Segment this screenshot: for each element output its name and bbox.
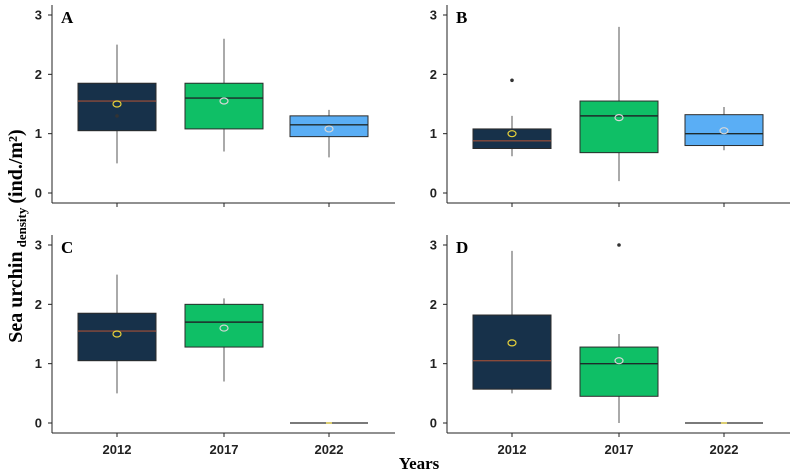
y-axis-title: Sea urchin density (ind./m²) — [5, 129, 30, 342]
y-tick-label: 0 — [430, 186, 437, 201]
box-2017 — [184, 298, 264, 382]
y-tick-label: 3 — [430, 8, 437, 23]
y-tick-label: 1 — [430, 126, 437, 141]
box-iqr — [472, 314, 552, 390]
mean-marker — [719, 127, 729, 135]
box-iqr — [472, 128, 552, 149]
box-iqr — [684, 114, 764, 147]
box-2017 — [579, 26, 659, 182]
panel-d: 0 1 2 3 2012 2017 2022 D — [430, 235, 790, 457]
panel-label: D — [456, 238, 468, 257]
y-tick-label: 1 — [35, 356, 42, 371]
y-tick-label: 2 — [430, 67, 437, 82]
x-tick-label: 2022 — [710, 442, 739, 457]
panels: 0 1 2 3 A 0 1 2 3 B 0 1 2 3 2012 2017 2022 C 0 1 2 3 2012 2017 2… — [35, 5, 790, 457]
y-tick-label: 2 — [430, 297, 437, 312]
outlier-point — [115, 114, 119, 118]
mean-marker — [112, 330, 122, 338]
box-2012 — [77, 44, 157, 164]
box-2017 — [579, 243, 659, 423]
y-tick-label: 0 — [430, 416, 437, 431]
mean-marker — [219, 324, 229, 332]
box-iqr — [579, 346, 659, 397]
outlier-point — [617, 243, 621, 247]
box-2012 — [472, 78, 552, 157]
mean-marker — [614, 114, 624, 122]
y-tick-label: 0 — [35, 416, 42, 431]
x-tick-label: 2017 — [210, 442, 239, 457]
x-tick-label: 2017 — [605, 442, 634, 457]
y-tick-label: 3 — [430, 238, 437, 253]
box-2017 — [184, 38, 264, 152]
y-tick-label: 3 — [35, 8, 42, 23]
outlier-point — [510, 78, 514, 83]
x-tick-label: 2022 — [315, 442, 344, 457]
box-iqr — [184, 303, 264, 348]
panel-label: A — [61, 8, 74, 27]
y-tick-label: 2 — [35, 67, 42, 82]
box-2012 — [472, 250, 552, 394]
y-tick-label: 1 — [430, 356, 437, 371]
panel-label: C — [61, 238, 73, 257]
svg-text:Sea urchin density: Sea urchin density (ind./m²) — [5, 129, 30, 342]
mean-marker — [324, 125, 334, 133]
y-tick-label: 3 — [35, 238, 42, 253]
y-axis-title-unit: (ind./m²) — [5, 129, 27, 203]
mean-marker — [112, 100, 122, 108]
panel-b: 0 1 2 3 B — [430, 5, 790, 207]
x-tick-label: 2012 — [103, 442, 132, 457]
x-axis-title: Years — [399, 454, 440, 473]
panel-c: 0 1 2 3 2012 2017 2022 C — [35, 235, 395, 457]
mean-marker — [614, 357, 624, 365]
mean-marker — [219, 97, 229, 105]
box-iqr — [184, 82, 264, 130]
y-tick-label: 1 — [35, 126, 42, 141]
box-2012 — [77, 274, 157, 394]
box-2022 — [289, 109, 369, 158]
y-axis-title-sub: density — [14, 207, 29, 247]
box-2022 — [684, 106, 764, 151]
y-tick-label: 0 — [35, 186, 42, 201]
mean-marker — [507, 339, 517, 347]
x-tick-label: 2012 — [498, 442, 527, 457]
mean-marker — [507, 130, 517, 138]
box-iqr — [579, 100, 659, 154]
y-tick-label: 2 — [35, 297, 42, 312]
panel-a: 0 1 2 3 A — [35, 5, 395, 207]
panel-label: B — [456, 8, 467, 27]
y-axis-title-main: Sea urchin — [5, 251, 27, 342]
